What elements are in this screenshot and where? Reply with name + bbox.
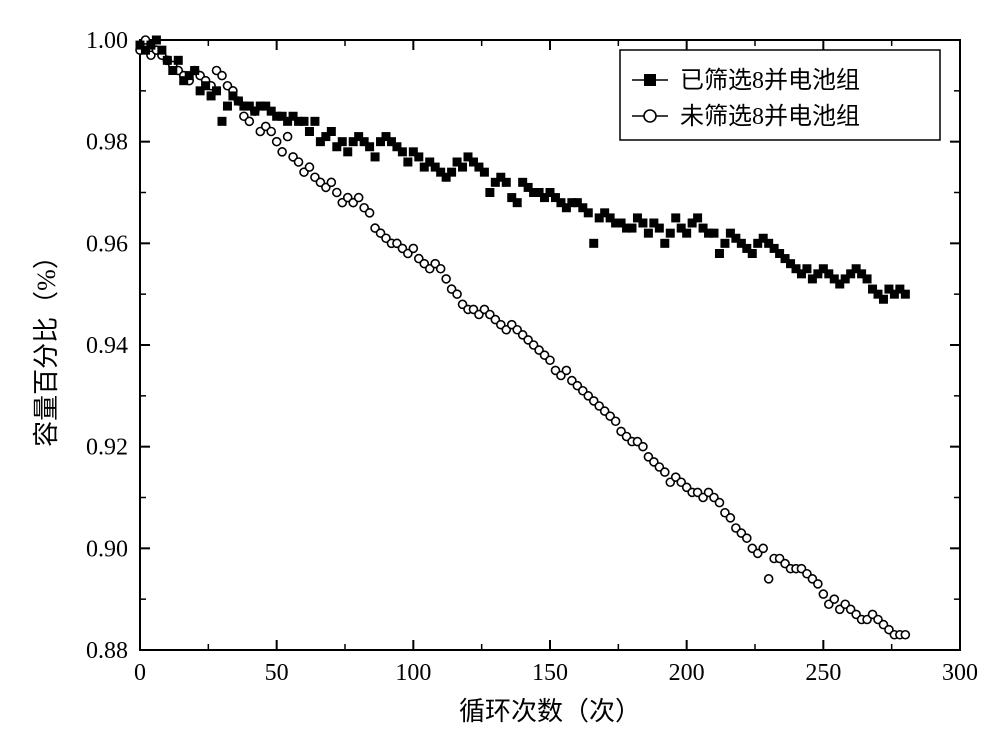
y-axis-label: 容量百分比（%） [32, 243, 61, 447]
marker-unscreened [245, 117, 253, 125]
legend-label: 已筛选8并电池组 [680, 67, 860, 94]
marker-unscreened [726, 514, 734, 522]
ytick-label: 1.00 [86, 28, 128, 54]
marker-screened [655, 224, 664, 233]
marker-unscreened [273, 138, 281, 146]
marker-unscreened [819, 590, 827, 598]
marker-screened [168, 66, 177, 75]
xtick-label: 0 [134, 660, 146, 686]
marker-screened [398, 147, 407, 156]
marker-unscreened [639, 443, 647, 451]
marker-unscreened [453, 290, 461, 298]
marker-screened [403, 158, 412, 167]
marker-screened [365, 142, 374, 151]
marker-unscreened [743, 534, 751, 542]
marker-screened [218, 117, 227, 126]
marker-screened [720, 239, 729, 248]
xtick-label: 100 [395, 660, 431, 686]
marker-screened [305, 127, 314, 136]
marker-unscreened [661, 468, 669, 476]
chart-container: 0 50 100 150 200 250 300 0.88 0.90 0.92 0.94 0.96 0.… [0, 0, 1000, 750]
marker-screened [310, 117, 319, 126]
marker-unscreened [715, 499, 723, 507]
marker-screened [447, 168, 456, 177]
marker-screened [628, 224, 637, 233]
marker-screened [644, 229, 653, 238]
marker-screened [212, 86, 221, 95]
marker-screened [485, 188, 494, 197]
marker-unscreened [546, 356, 554, 364]
marker-screened [682, 229, 691, 238]
marker-screened [343, 147, 352, 156]
marker-screened [671, 213, 680, 222]
xtick-label: 150 [532, 660, 568, 686]
marker-screened [157, 46, 166, 55]
marker-unscreened [218, 72, 226, 80]
ytick-label: 0.88 [86, 638, 128, 664]
marker-unscreened [442, 275, 450, 283]
marker-screened [152, 36, 161, 45]
chart-svg: 0 50 100 150 200 250 300 0.88 0.90 0.92 0.94 0.96 0.… [0, 0, 1000, 750]
marker-screened [901, 290, 910, 299]
marker-screened [223, 102, 232, 111]
marker-unscreened [305, 163, 313, 171]
marker-unscreened [901, 631, 909, 639]
marker-screened [163, 56, 172, 65]
legend-marker-square [644, 74, 656, 86]
marker-unscreened [333, 189, 341, 197]
marker-unscreened [562, 366, 570, 374]
marker-screened [513, 198, 522, 207]
ytick-label: 0.96 [86, 231, 128, 257]
marker-unscreened [366, 209, 374, 217]
marker-unscreened [278, 148, 286, 156]
marker-screened [638, 219, 647, 228]
marker-screened [327, 127, 336, 136]
marker-screened [458, 163, 467, 172]
marker-screened [802, 264, 811, 273]
ytick-label: 0.92 [86, 435, 128, 461]
marker-unscreened [765, 575, 773, 583]
marker-screened [190, 66, 199, 75]
marker-unscreened [409, 244, 417, 252]
marker-screened [584, 208, 593, 217]
marker-unscreened [355, 194, 363, 202]
marker-unscreened [814, 580, 822, 588]
xtick-label: 300 [942, 660, 978, 686]
xtick-label: 250 [805, 660, 841, 686]
marker-unscreened [267, 128, 275, 136]
marker-unscreened [437, 265, 445, 273]
marker-screened [414, 152, 423, 161]
marker-screened [201, 81, 210, 90]
marker-screened [371, 152, 380, 161]
marker-screened [174, 56, 183, 65]
marker-screened [693, 213, 702, 222]
marker-screened [710, 229, 719, 238]
marker-screened [863, 274, 872, 283]
legend-label: 未筛选8并电池组 [680, 103, 860, 130]
marker-screened [666, 229, 675, 238]
marker-screened [338, 137, 347, 146]
marker-screened [879, 295, 888, 304]
x-axis-label: 循环次数（次） [459, 697, 641, 726]
ytick-label: 0.98 [86, 130, 128, 156]
legend-marker-circle [644, 110, 656, 122]
xtick-label: 200 [669, 660, 705, 686]
marker-screened [589, 239, 598, 248]
marker-screened [748, 249, 757, 258]
xtick-label: 50 [265, 660, 289, 686]
marker-unscreened [327, 178, 335, 186]
ytick-label: 0.94 [86, 333, 128, 359]
marker-screened [300, 117, 309, 126]
marker-screened [715, 249, 724, 258]
ytick-label: 0.90 [86, 536, 128, 562]
marker-screened [502, 178, 511, 187]
marker-screened [480, 168, 489, 177]
marker-unscreened [830, 595, 838, 603]
marker-unscreened [612, 417, 620, 425]
marker-unscreened [295, 158, 303, 166]
marker-unscreened [759, 544, 767, 552]
marker-unscreened [284, 133, 292, 141]
marker-screened [660, 239, 669, 248]
